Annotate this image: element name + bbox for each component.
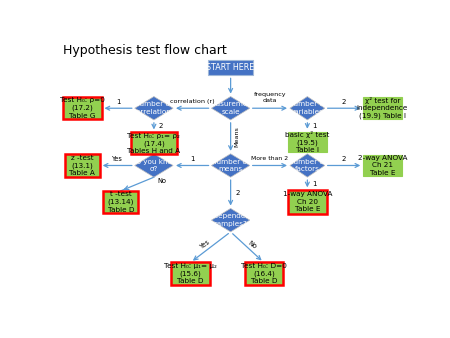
- Polygon shape: [212, 97, 250, 120]
- Text: t -test
(13.14)
Table D: t -test (13.14) Table D: [108, 191, 134, 213]
- FancyBboxPatch shape: [131, 132, 176, 154]
- FancyBboxPatch shape: [171, 262, 210, 285]
- Text: Yes: Yes: [199, 239, 211, 250]
- Text: 1: 1: [116, 99, 121, 104]
- Text: Means: Means: [235, 126, 240, 147]
- Text: Measurement
scale: Measurement scale: [206, 101, 256, 115]
- Text: Test H₀: μ₁= μ₂
(15.6)
Table D: Test H₀: μ₁= μ₂ (15.6) Table D: [164, 263, 217, 284]
- Text: Test H₀: D=0
(16.4)
Table D: Test H₀: D=0 (16.4) Table D: [241, 263, 287, 284]
- Polygon shape: [290, 154, 325, 177]
- Text: Yes: Yes: [112, 156, 123, 162]
- Text: number of
means: number of means: [212, 159, 249, 172]
- FancyBboxPatch shape: [288, 132, 327, 152]
- Text: 2: 2: [342, 99, 346, 104]
- Text: correlation (r): correlation (r): [170, 99, 215, 104]
- Text: 2: 2: [342, 156, 346, 162]
- Polygon shape: [135, 154, 173, 177]
- FancyBboxPatch shape: [65, 154, 100, 176]
- Polygon shape: [290, 97, 325, 120]
- Text: Hypothesis test flow chart: Hypothesis test flow chart: [63, 45, 227, 57]
- Text: 2-way ANOVA
Ch 21
Table E: 2-way ANOVA Ch 21 Table E: [358, 155, 407, 176]
- Text: 2: 2: [235, 190, 239, 196]
- Text: 1: 1: [312, 181, 316, 187]
- Text: basic χ² test
(19.5)
Table I: basic χ² test (19.5) Table I: [285, 131, 329, 153]
- Text: 1-way ANOVA
Ch 20
Table E: 1-way ANOVA Ch 20 Table E: [283, 191, 332, 212]
- Polygon shape: [212, 154, 250, 177]
- FancyBboxPatch shape: [288, 190, 327, 214]
- FancyBboxPatch shape: [208, 61, 253, 75]
- Text: START HERE: START HERE: [207, 64, 255, 72]
- Text: Test H₀: ρ₁= ρ₂
(17.4)
Tables H and A: Test H₀: ρ₁= ρ₂ (17.4) Tables H and A: [127, 132, 180, 154]
- Polygon shape: [135, 97, 173, 120]
- FancyBboxPatch shape: [363, 155, 401, 176]
- FancyBboxPatch shape: [63, 97, 102, 119]
- Text: More than 2: More than 2: [251, 156, 288, 161]
- Text: number of
factors: number of factors: [288, 159, 326, 172]
- FancyBboxPatch shape: [244, 262, 283, 285]
- Text: Test H₀: ρ=0
(17.2)
Table G: Test H₀: ρ=0 (17.2) Table G: [60, 97, 105, 119]
- FancyBboxPatch shape: [104, 191, 138, 213]
- FancyBboxPatch shape: [363, 97, 401, 119]
- Text: number of
correlations: number of correlations: [133, 101, 175, 115]
- Text: independent
samples?: independent samples?: [208, 213, 253, 227]
- Text: 2: 2: [158, 123, 163, 129]
- Text: frequency
data: frequency data: [254, 92, 286, 103]
- Text: z -test
(13.1)
Table A: z -test (13.1) Table A: [69, 155, 95, 176]
- Text: No: No: [247, 240, 258, 249]
- Text: No: No: [158, 178, 166, 185]
- Text: number of
variables: number of variables: [288, 101, 326, 115]
- Text: 1: 1: [190, 156, 194, 162]
- Text: χ² test for
independence
(19.9) Table I: χ² test for independence (19.9) Table I: [357, 97, 408, 119]
- Text: 1: 1: [312, 123, 316, 129]
- Polygon shape: [212, 209, 250, 232]
- Text: Do you know
σ?: Do you know σ?: [130, 159, 177, 172]
